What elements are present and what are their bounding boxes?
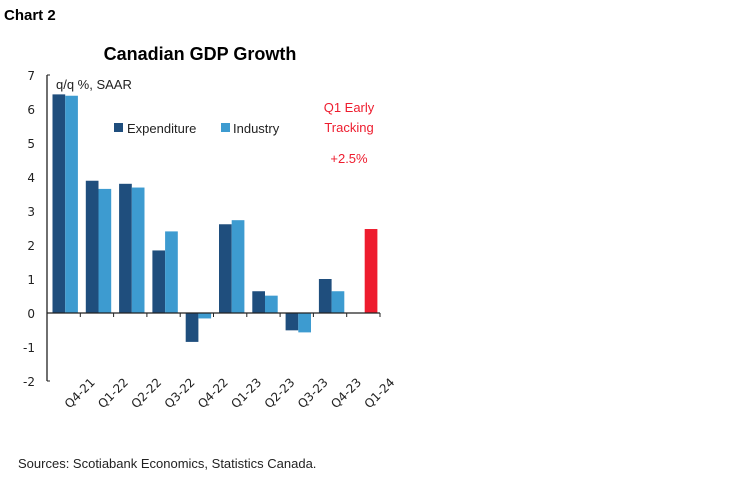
y-tick-label: 6: [27, 103, 35, 117]
x-tick-label: Q4-21: [62, 375, 98, 411]
legend-swatch-industry: [221, 123, 230, 132]
bar-expenditure-Q2-23: [252, 291, 265, 313]
annotation-line1: Q1 Early: [324, 100, 375, 115]
y-tick-label: -2: [23, 375, 35, 389]
source-note: Sources: Scotiabank Economics, Statistic…: [18, 456, 316, 471]
y-tick-label: 1: [27, 273, 35, 287]
chart-label: Chart 2: [4, 7, 56, 24]
bar-industry-Q4-22: [198, 313, 212, 319]
x-tick-label: Q4-22: [195, 375, 231, 411]
y-tick-label: 3: [27, 205, 35, 219]
legend-industry: Industry: [233, 121, 280, 136]
bar-expenditure-Q3-22: [152, 250, 166, 313]
x-tick-label: Q1-22: [95, 375, 131, 411]
bar-industry-Q3-22: [165, 231, 178, 313]
x-tick-label: Q4-23: [328, 375, 364, 411]
bar-industry-Q3-23: [298, 313, 311, 333]
x-tick-label: Q1-23: [228, 375, 264, 411]
annotation-value: +2.5%: [330, 151, 368, 166]
y-tick-label: 7: [27, 69, 35, 83]
legend-expenditure: Expenditure: [127, 121, 196, 136]
y-tick-label: 5: [27, 137, 35, 151]
x-tick-label: Q2-23: [262, 375, 298, 411]
bar-expenditure-Q4-22: [185, 313, 199, 342]
y-tick-label: 0: [27, 307, 35, 321]
y-axis-label: q/q %, SAAR: [56, 77, 132, 92]
bar-industry-Q1-23: [231, 220, 245, 313]
bar-expenditure-Q1-22: [85, 180, 99, 313]
bar-expenditure-Q3-23: [285, 313, 299, 331]
bar-industry-Q2-22: [131, 187, 145, 313]
bar-expenditure-Q4-23: [318, 279, 332, 313]
bar-tracking-Q1-24: [364, 229, 378, 313]
annotation: Q1 Early Tracking +2.5%: [324, 100, 375, 166]
bar-industry-Q4-21: [65, 95, 78, 314]
bar-industry-Q2-23: [265, 295, 278, 313]
bar-industry-Q1-22: [98, 188, 112, 313]
legend: Expenditure Industry: [114, 121, 280, 136]
chart-title: Canadian GDP Growth: [104, 44, 297, 64]
y-tick-label: -1: [23, 341, 35, 355]
legend-swatch-expenditure: [114, 123, 123, 132]
x-tick-label: Q1-24: [362, 375, 398, 411]
x-tick-label: Q3-23: [295, 375, 331, 411]
x-tick-label: Q3-22: [162, 375, 198, 411]
bar-expenditure-Q1-23: [219, 224, 232, 313]
bar-industry-Q4-23: [331, 291, 345, 313]
y-tick-label: 4: [27, 171, 35, 185]
x-tick-label: Q2-22: [128, 375, 164, 411]
y-tick-label: 2: [27, 239, 35, 253]
bar-expenditure-Q4-21: [52, 94, 66, 313]
bar-expenditure-Q2-22: [119, 183, 132, 313]
annotation-line2: Tracking: [324, 120, 373, 135]
